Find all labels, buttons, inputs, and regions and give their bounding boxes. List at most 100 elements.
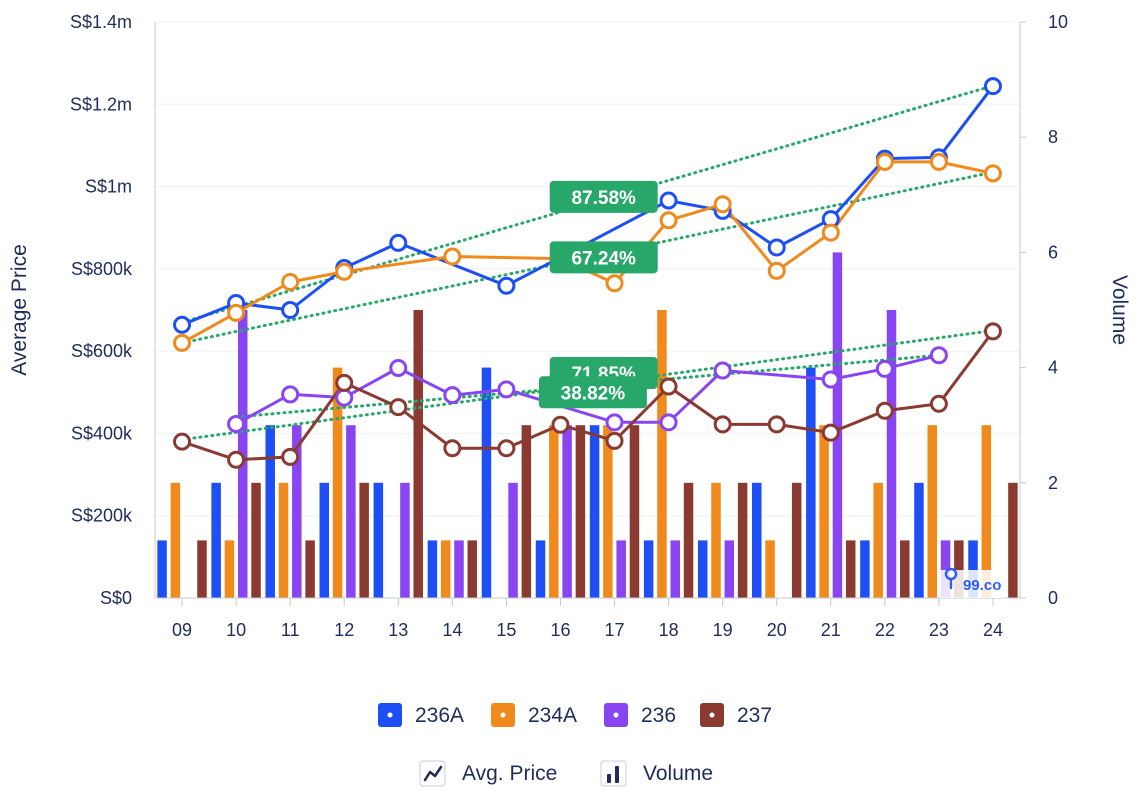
price-point [821,223,840,242]
x-tick-label: 22 [875,620,895,640]
price-points [173,77,1002,469]
y-tick-label: S$1.4m [70,12,132,32]
price-point [983,77,1002,96]
volume-bar [819,425,829,598]
volume-bar [467,540,478,598]
x-tick-label: 17 [605,620,625,640]
price-point [767,415,786,434]
growth-badge-label: 67.24% [571,248,636,269]
x-tick-label: 10 [226,620,246,640]
x-tick-label: 14 [442,620,462,640]
map-pin-icon [944,567,958,590]
x-tick-label: 11 [281,620,300,640]
price-point [281,447,300,466]
volume-bar [454,540,464,598]
volume-bar [292,425,302,598]
legend-swatch-dot [387,712,393,718]
volume-bar [940,540,951,598]
price-point [767,261,786,280]
y2-tick-label: 8 [1048,127,1058,147]
x-tick-label: 13 [388,620,408,640]
legend-type-label: Volume [643,762,713,785]
volume-bar [278,482,289,598]
price-point [173,333,192,352]
y2-tick-label: 2 [1048,473,1058,493]
price-point [335,373,354,392]
price-point [929,346,948,365]
volume-bar [481,367,492,598]
volume-bar [737,482,748,598]
volume-bar [886,310,897,598]
price-point [227,450,246,469]
y-tick-label: S$0 [100,588,132,608]
volume-bar [791,482,802,598]
y-tick-label: S$200k [71,506,133,526]
y2-tick-label: 10 [1048,12,1068,32]
volume-bar [346,425,356,598]
price-point [443,247,462,266]
volume-bar [724,540,735,598]
volume-bar [806,367,816,598]
volume-bar [562,425,572,598]
volume-bar [332,367,343,598]
x-tick-label: 23 [929,620,949,640]
y-tick-label: S$800k [71,259,133,279]
price-point [389,398,408,417]
y2-tick-label: 0 [1048,588,1058,608]
growth-badges: 87.58%67.24%71.85%38.82% [538,180,658,409]
x-tick-label: 24 [983,620,1003,640]
y-tick-label: S$1m [85,177,132,197]
legend-label: 236 [641,704,676,727]
price-point [605,413,624,432]
volume-bar [427,540,438,598]
volume-bar [1008,482,1018,598]
watermark: 99.co [938,567,1006,598]
legend-label: 234A [528,704,577,727]
axes: S$0 S$200k S$400k S$600k S$800k S$1m S$1.2m S$1… [8,12,1131,640]
price-point [983,322,1002,341]
price-point [983,164,1002,183]
volume-bar [413,310,423,598]
volume-bar [629,425,640,598]
price-point [605,431,624,450]
price-point [659,191,678,210]
price-point [821,370,840,389]
price-line [181,330,995,462]
legend-type-label: Avg. Price [462,762,557,785]
legend-swatch-dot [613,712,619,718]
volume-bar [616,540,626,598]
price-point [335,262,354,281]
volume-bar [603,425,613,598]
legend-label: 237 [737,704,772,727]
volume-bar [968,540,978,598]
price-point [389,233,408,252]
volume-bar [157,540,167,598]
volume-bar [549,425,559,598]
price-point [281,301,300,319]
price-point [551,415,570,434]
bar-chart-icon [600,760,627,787]
volume-bar [981,425,992,598]
volume-bar [914,482,924,598]
volume-bar [521,425,532,598]
price-point [497,276,516,295]
y-tick-label: S$400k [71,423,133,443]
volume-bar [752,482,762,598]
price-point [443,386,462,405]
legend-swatch-dot [500,712,506,718]
volume-bar [845,540,856,598]
growth-badge-label: 87.58% [571,188,636,209]
price-point [875,401,894,420]
line-chart-glyph [423,765,443,782]
price-point [929,152,948,171]
volume-bars [157,252,1018,598]
y-axis-title: Average Price [8,244,31,376]
y-tick-label: S$1.2m [70,94,132,114]
volume-bar [359,482,369,598]
bar-chart-glyph [607,774,611,783]
volume-bar [197,540,207,598]
legend: 236A 234A 236 237 Avg. Price Volume [378,703,772,787]
growth-badge [538,376,647,409]
volume-bar [589,425,600,598]
volume-bar [265,425,275,598]
